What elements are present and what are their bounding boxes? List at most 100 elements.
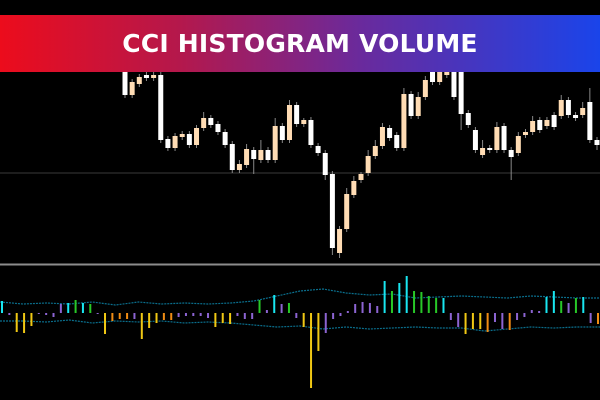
histogram-bar	[1, 301, 3, 313]
bear-candle	[472, 130, 478, 150]
bear-candle	[594, 140, 600, 145]
histogram-bar	[140, 313, 143, 339]
bull-candle	[372, 146, 378, 156]
bear-candle	[158, 75, 164, 140]
histogram-bar	[45, 313, 48, 315]
histogram-bar	[15, 313, 18, 332]
bull-candle	[558, 100, 564, 116]
histogram-bar	[420, 292, 423, 313]
bull-candle	[201, 118, 207, 128]
histogram-bar	[597, 313, 599, 324]
histogram-bar	[530, 310, 533, 313]
bull-candle	[515, 136, 521, 153]
histogram-bar	[383, 281, 386, 313]
bull-candle	[415, 97, 421, 116]
histogram-bar	[229, 313, 232, 324]
bear-candle	[322, 153, 328, 175]
bear-candle	[208, 118, 214, 125]
histogram-bar	[405, 276, 408, 313]
histogram-bar	[346, 311, 349, 313]
histogram-bar	[199, 313, 202, 316]
histogram-bar	[493, 313, 496, 322]
candlestick-series	[122, 57, 600, 258]
histogram-bar	[251, 313, 254, 319]
histogram-bar	[479, 313, 482, 329]
histogram-bar	[516, 313, 519, 320]
bear-candle	[294, 105, 300, 124]
histogram-bar	[435, 298, 438, 313]
histogram-bar	[390, 291, 393, 313]
bear-candle	[186, 134, 192, 145]
bear-candle	[122, 72, 128, 95]
bull-candle	[337, 229, 343, 253]
bull-candle	[194, 128, 200, 145]
bull-candle	[494, 127, 500, 150]
bear-candle	[458, 60, 464, 114]
upper-band-line	[0, 288, 600, 306]
bull-candle	[522, 132, 528, 135]
histogram-bar	[508, 313, 511, 330]
bear-candle	[451, 65, 457, 97]
histogram-bar	[118, 313, 121, 319]
histogram-bar	[471, 313, 474, 329]
histogram-bar	[582, 297, 585, 313]
histogram-bar	[295, 313, 298, 318]
histogram-bar	[236, 313, 239, 316]
histogram-bar	[104, 313, 107, 334]
bull-candle	[444, 70, 450, 75]
histogram-bar	[89, 304, 92, 313]
bear-candle	[508, 150, 514, 157]
histogram-bar	[376, 306, 379, 313]
histogram-bar	[302, 313, 305, 327]
histogram-bar	[486, 313, 489, 332]
bull-candle	[151, 75, 157, 78]
bull-candle	[544, 120, 550, 126]
histogram-bar	[126, 313, 129, 319]
histogram-bar	[133, 313, 136, 319]
lower-band-line	[0, 319, 600, 332]
bear-candle	[430, 72, 436, 82]
bear-candle	[465, 113, 471, 125]
histogram-bar	[30, 313, 33, 326]
histogram-bar	[545, 297, 548, 313]
histogram-bar	[332, 313, 335, 319]
histogram-bar	[265, 310, 268, 313]
histogram-bar	[184, 313, 187, 316]
bear-candle	[251, 150, 257, 159]
title-banner: CCI HISTOGRAM VOLUME	[0, 15, 600, 72]
bear-candle	[308, 120, 314, 145]
banner-title: CCI HISTOGRAM VOLUME	[122, 29, 478, 58]
bear-candle	[329, 174, 335, 248]
histogram-bar	[258, 300, 261, 313]
histogram-bar	[464, 313, 467, 334]
histogram-bar	[177, 313, 180, 317]
histogram-bar	[214, 313, 217, 327]
histogram-bar	[427, 296, 430, 313]
bull-candle	[301, 120, 307, 124]
histogram-bar	[280, 304, 283, 313]
bear-candle	[143, 75, 149, 78]
histogram-bar	[368, 303, 371, 313]
bear-candle	[165, 139, 171, 148]
bear-candle	[387, 128, 393, 138]
histogram-bar	[324, 313, 327, 333]
histogram-bar	[413, 291, 416, 313]
bear-candle	[587, 102, 593, 140]
histogram-bar	[67, 303, 70, 313]
bear-candle	[315, 146, 321, 153]
histogram-bar	[457, 313, 460, 327]
histogram-bar	[354, 304, 357, 313]
bear-candle	[394, 135, 400, 148]
bull-candle	[351, 181, 357, 195]
bull-candle	[580, 108, 586, 115]
bull-candle	[437, 72, 443, 82]
bear-candle	[487, 148, 493, 150]
histogram-bar	[287, 303, 290, 313]
bear-candle	[215, 124, 221, 132]
histogram-bar	[538, 311, 541, 313]
bull-candle	[365, 156, 371, 173]
histogram-bar	[207, 313, 210, 318]
bear-candle	[501, 126, 507, 150]
bear-candle	[408, 94, 414, 116]
histogram-bar	[243, 313, 246, 319]
